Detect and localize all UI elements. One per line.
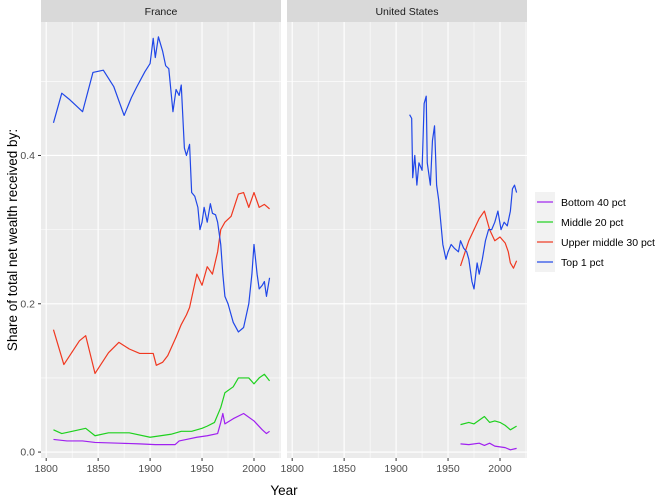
legend: Bottom 40 pct Middle 20 pct Upper middle… — [535, 192, 655, 272]
legend-item-top-1-pct: Top 1 pct — [535, 252, 604, 272]
x-tick-label: 2000 — [488, 463, 512, 475]
legend-label-top-1-pct: Top 1 pct — [561, 257, 604, 269]
x-axis-france: 1800 1850 1900 1950 2000 — [35, 458, 266, 475]
series-line-bottom-40-pct-united-states — [460, 442, 517, 451]
gridlines-united-states — [287, 22, 527, 458]
plot-background-france — [41, 22, 281, 458]
legend-label-middle-20-pct: Middle 20 pct — [561, 217, 624, 229]
series-line-top-1-pct-united-states — [409, 95, 518, 290]
legend-item-middle-20-pct: Middle 20 pct — [535, 212, 624, 232]
strip-label-france: France — [145, 6, 178, 18]
series-lines-france — [52, 36, 271, 446]
legend-label-bottom-40-pct: Bottom 40 pct — [561, 197, 626, 209]
x-tick-label: 1850 — [332, 463, 356, 475]
x-tick-label: 1950 — [190, 463, 214, 475]
x-tick-label: 1850 — [86, 463, 110, 475]
panel-france: France — [41, 0, 281, 458]
y-axis-title: Share of total net wealth received by: — [5, 129, 20, 351]
y-tick-label: 0.0 — [20, 447, 35, 459]
series-line-top-1-pct-france — [52, 36, 271, 333]
legend-item-upper-middle-30-pct: Upper middle 30 pct — [535, 232, 655, 252]
y-axis: 0.0 0.2 0.4 — [20, 150, 41, 459]
y-tick-label: 0.2 — [20, 298, 35, 310]
legend-label-upper-middle-30-pct: Upper middle 30 pct — [561, 237, 655, 249]
y-tick-label: 0.4 — [20, 150, 35, 162]
x-tick-label: 1800 — [281, 463, 305, 475]
plot-background-united-states — [287, 22, 527, 458]
series-lines-united-states — [409, 95, 518, 451]
x-tick-label: 1950 — [436, 463, 460, 475]
legend-item-bottom-40-pct: Bottom 40 pct — [535, 192, 626, 212]
x-tick-label: 1900 — [384, 463, 408, 475]
series-line-upper-middle-30-pct-united-states — [459, 210, 518, 269]
series-line-middle-20-pct-france — [53, 373, 271, 438]
x-axis-title: Year — [270, 483, 298, 498]
x-axis-united-states: 1800 1850 1900 1950 2000 — [281, 458, 512, 475]
strip-background-france — [41, 0, 281, 22]
x-tick-label: 1800 — [35, 463, 59, 475]
series-line-upper-middle-30-pct-france — [52, 191, 270, 375]
x-tick-label: 2000 — [242, 463, 266, 475]
strip-label-united-states: United States — [375, 6, 438, 18]
x-tick-label: 1900 — [138, 463, 162, 475]
strip-background-united-states — [287, 0, 527, 22]
gridlines-france — [41, 22, 281, 458]
series-line-middle-20-pct-united-states — [460, 415, 517, 431]
panel-united-states: United States — [287, 0, 527, 458]
series-line-bottom-40-pct-france — [53, 412, 270, 446]
